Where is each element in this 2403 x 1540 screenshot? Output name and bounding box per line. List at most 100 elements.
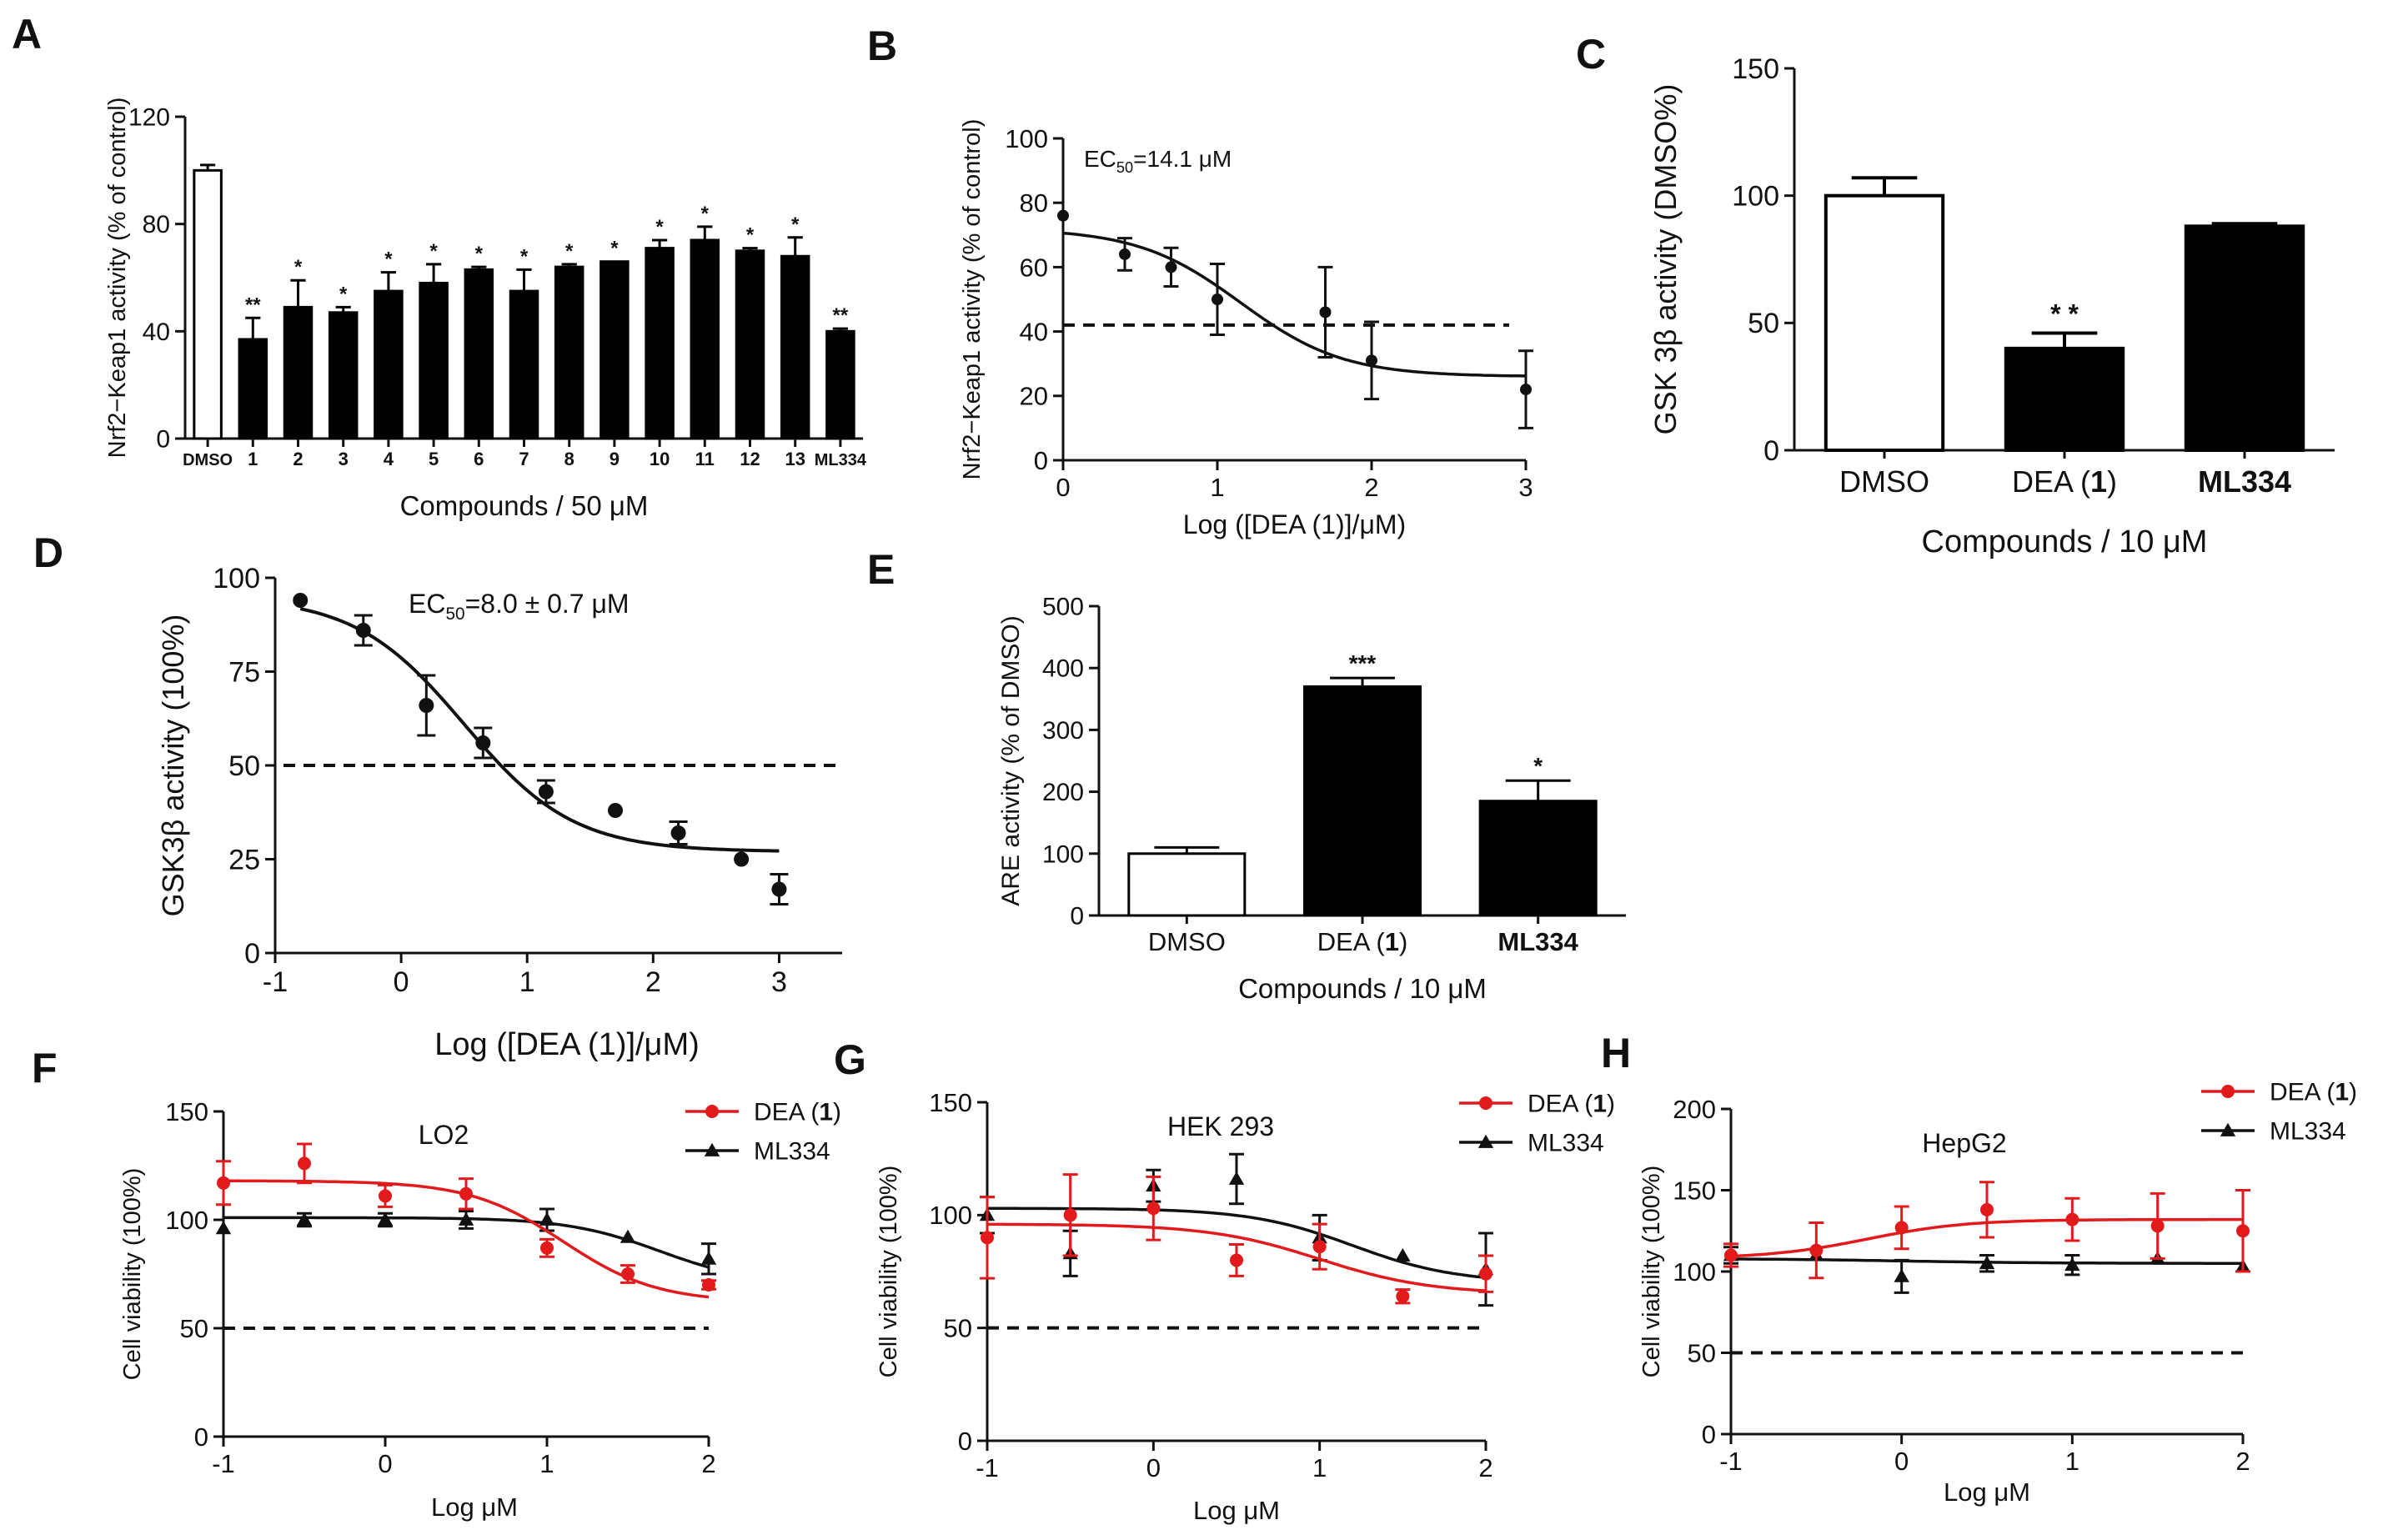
panel-h-y-tick-label: 50 xyxy=(1688,1338,1716,1367)
panel-a-category-label: 6 xyxy=(474,449,484,469)
panel-c-bar xyxy=(1824,193,1945,453)
panel-e-bar xyxy=(1302,685,1422,917)
panel-label-h: H xyxy=(1601,1030,1631,1076)
panel-a-significance: * xyxy=(610,238,619,260)
panel-h-title: HepG2 xyxy=(1922,1128,2006,1158)
panel-e-y-tick-label: 200 xyxy=(1042,779,1084,806)
panel-e-y-tick-label: 500 xyxy=(1042,594,1084,621)
panel-d-x-tick-label: 1 xyxy=(519,966,535,998)
panel-b-y-tick-label: 20 xyxy=(1020,382,1048,411)
panel-g-series-dea-point xyxy=(1063,1208,1077,1222)
panel-h-series-ml334-point xyxy=(1894,1268,1909,1282)
panel-a-bar xyxy=(690,238,720,440)
panel-f-y-tick-label: 100 xyxy=(165,1206,208,1235)
panel-h-legend-label: DEA (1) xyxy=(2270,1079,2357,1106)
panel-a-bar xyxy=(193,168,223,440)
panel-d-y-axis-label: GSK3β activity (100%) xyxy=(156,614,190,917)
panel-b-x-tick-label: 2 xyxy=(1364,473,1378,502)
panel-a-bar xyxy=(238,338,268,440)
panel-b-y-tick-label: 40 xyxy=(1020,317,1048,346)
panel-h-series-dea-point xyxy=(2065,1212,2079,1226)
panel-a-bar xyxy=(419,281,449,440)
panel-e-y-tick-label: 400 xyxy=(1042,655,1084,683)
panel-h-legend-label: ML334 xyxy=(2270,1118,2346,1146)
panel-a-significance: * xyxy=(791,213,800,236)
panel-c-category-label: DMSO xyxy=(1839,464,1929,499)
panel-a-y-tick-label: 120 xyxy=(128,104,170,132)
panel-a-category-label: 2 xyxy=(293,449,303,469)
panel-e-significance: *** xyxy=(1349,650,1377,676)
panel-f-series-dea-point xyxy=(702,1278,715,1292)
panel-b-series-data-point xyxy=(1366,354,1377,367)
panel-g-series-dea-point xyxy=(1479,1267,1492,1281)
panel-e-y-tick-label: 100 xyxy=(1042,840,1084,868)
panel-e: 0 100 200 300 400 500 ARE activity (% of DMSO)… xyxy=(997,594,1626,1004)
panel-a-y-tick-label: 40 xyxy=(143,319,170,346)
panel-d-y-tick-label: 25 xyxy=(228,844,260,875)
panel-a-bar xyxy=(283,305,314,440)
panel-b-y-tick-label: 80 xyxy=(1020,188,1048,218)
panel-a-category-label: 13 xyxy=(785,449,805,469)
panel-g-x-tick-label: 2 xyxy=(1478,1453,1492,1482)
panel-e-bar xyxy=(1127,852,1247,917)
panel-e-y-tick-label: 0 xyxy=(1070,903,1084,931)
panel-b-x-tick-label: 3 xyxy=(1518,473,1533,502)
panel-d-y-tick-label: 0 xyxy=(244,938,260,970)
panel-h-legend-marker xyxy=(2221,1085,2235,1098)
panel-b-series-data-point xyxy=(1212,293,1223,305)
panel-a-category-label: 10 xyxy=(650,449,670,469)
panel-label-b: B xyxy=(867,23,897,69)
panel-a-category-label: 8 xyxy=(564,449,574,469)
panel-g-x-tick-label: 1 xyxy=(1312,1453,1327,1482)
panel-h-series-dea-point xyxy=(1809,1243,1824,1257)
panel-label-e: E xyxy=(867,546,895,593)
panel-a-category-label: 11 xyxy=(695,449,715,469)
panel-a-significance: * xyxy=(655,216,664,238)
panel-e-y-tick-label: 300 xyxy=(1042,717,1084,745)
panel-label-d: D xyxy=(33,529,63,576)
panel-h-y-axis-label: Cell viability (100%) xyxy=(1638,1166,1665,1378)
panel-a-bar xyxy=(645,247,675,440)
panel-e-significance: * xyxy=(1533,753,1543,779)
panel-d-series-data-point xyxy=(419,698,434,713)
panel-d-series-data-point xyxy=(355,623,371,638)
panel-a-significance: ** xyxy=(245,293,261,316)
panel-f-series-dea-point xyxy=(298,1156,311,1171)
panel-a-significance: * xyxy=(475,243,484,265)
panel-g-y-tick-label: 50 xyxy=(944,1314,972,1343)
panel-f-x-tick-label: -1 xyxy=(212,1449,235,1478)
panel-c-bar xyxy=(2004,346,2125,452)
panel-d-y-tick-label: 100 xyxy=(213,563,260,594)
panel-a-category-label: ML334 xyxy=(815,451,867,469)
panel-a-category-label: 7 xyxy=(519,449,529,469)
panel-g-series-dea-point xyxy=(1396,1289,1410,1303)
panel-e-bar xyxy=(1478,800,1598,917)
panel-f-legend-label: ML334 xyxy=(754,1138,830,1166)
panel-c-category-label: ML334 xyxy=(2198,464,2291,499)
panel-f-title: LO2 xyxy=(419,1120,469,1150)
panel-d-x-tick-label: 0 xyxy=(394,966,409,998)
panel-h-series-dea-point xyxy=(1724,1248,1738,1262)
panel-f-y-axis-label: Cell viability (100%) xyxy=(119,1168,146,1381)
panel-f-series-dea-point xyxy=(379,1189,392,1203)
panel-g-x-axis-label: Log μM xyxy=(1193,1496,1280,1525)
panel-a-significance: * xyxy=(339,283,348,305)
panel-g-title: HEK 293 xyxy=(1167,1111,1274,1141)
panel-f-legend-marker xyxy=(704,1142,720,1156)
panel-g-legend-marker xyxy=(1477,1134,1494,1148)
panel-f-x-tick-label: 0 xyxy=(378,1449,392,1478)
panel-g-series-ml334-point xyxy=(1228,1171,1245,1185)
panel-c-y-tick-label: 150 xyxy=(1732,53,1779,85)
panel-d-series-data-point xyxy=(475,735,491,750)
panel-d-x-axis-label: Log ([DEA (1)]/μM) xyxy=(434,1027,700,1062)
panel-d-series-data-point xyxy=(608,803,623,818)
panel-f-series-dea-point xyxy=(217,1176,230,1190)
panel-d-series-data-point xyxy=(293,593,309,608)
panel-f-x-tick-label: 1 xyxy=(539,1449,554,1478)
panel-a-category-label: 3 xyxy=(339,449,349,469)
panel-d-series-data-point xyxy=(771,881,787,897)
panel-a-bar xyxy=(509,289,539,440)
panel-f-series-dea-point xyxy=(621,1267,635,1281)
